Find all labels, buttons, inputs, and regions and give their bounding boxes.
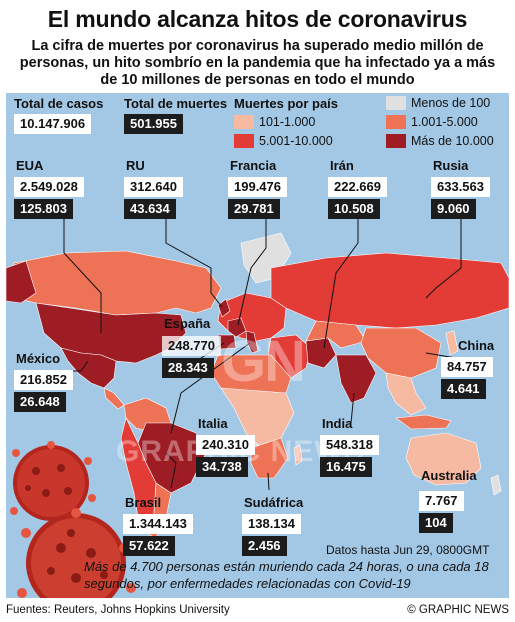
brazil-name: Brasil xyxy=(125,495,162,510)
page-subtitle: La cifra de muertes por coronavirus ha s… xyxy=(19,38,496,88)
page-title: El mundo alcanza hitos de coronavirus xyxy=(47,6,468,32)
usa-name: EUA xyxy=(16,158,44,173)
india-cases: 548.318 xyxy=(320,435,379,455)
australia-name: Australia xyxy=(421,468,477,483)
legend-swatch-gt10000 xyxy=(386,134,406,148)
usa-deaths: 125.803 xyxy=(14,199,73,219)
australia-shape xyxy=(405,432,482,486)
footer: Fuentes: Reuters, Johns Hopkins Universi… xyxy=(0,601,515,622)
total-cases-value: 10.147.906 xyxy=(14,114,92,134)
uk-name: RU xyxy=(126,158,145,173)
brazil-deaths: 57.622 xyxy=(123,536,175,556)
legend-label-101-1000: 101-1.000 xyxy=(259,115,316,129)
italy-cases: 240.310 xyxy=(196,435,255,455)
iran-cases: 222.669 xyxy=(328,177,387,197)
india-deaths: 16.475 xyxy=(320,457,372,477)
india-name: India xyxy=(322,416,353,431)
mexico-name: México xyxy=(16,351,61,366)
russia-name: Rusia xyxy=(433,158,469,173)
australia-deaths: 104 xyxy=(419,513,453,533)
legend-label-1001-5000: 1.001-5.000 xyxy=(411,115,478,129)
france-deaths: 29.781 xyxy=(228,199,280,219)
total-deaths-label: Total de muertes xyxy=(124,96,228,111)
iran-name: Irán xyxy=(330,158,354,173)
russia-deaths: 9.060 xyxy=(431,199,476,219)
total-deaths-value: 501.955 xyxy=(124,114,183,134)
usa-cases: 2.549.028 xyxy=(14,177,84,197)
map-panel: GN GRAPHIC NEWS Total de casos 10.147.90… xyxy=(6,93,509,598)
legend-title: Muertes por país xyxy=(234,96,339,111)
canada-shape xyxy=(13,250,222,316)
china-name: China xyxy=(458,338,495,353)
france-shape xyxy=(227,317,247,338)
spain-cases: 248.770 xyxy=(162,336,221,356)
central-america-shape xyxy=(103,387,125,410)
leader-lines xyxy=(63,215,462,491)
south-africa-name: Sudáfrica xyxy=(244,495,304,510)
legend-swatch-1001-5000 xyxy=(386,115,406,129)
south-africa-shape xyxy=(250,437,289,479)
alaska-shape xyxy=(6,260,37,304)
indonesia-shape xyxy=(395,414,452,430)
total-cases-label: Total de casos xyxy=(14,96,104,111)
france-cases: 199.476 xyxy=(228,177,287,197)
uk-shape xyxy=(217,298,231,318)
legend-label-5001-10000: 5.001-10.000 xyxy=(259,134,333,148)
legend-swatch-lt100 xyxy=(386,96,406,110)
legend-swatch-5001-10000 xyxy=(234,134,254,148)
legend-label-gt10000: Más de 10.000 xyxy=(411,134,494,148)
credit: © GRAPHIC NEWS xyxy=(407,604,509,616)
mexico-deaths: 26.648 xyxy=(14,392,66,412)
new-zealand-shape xyxy=(490,474,502,496)
iran-deaths: 10.508 xyxy=(328,199,380,219)
spain-deaths: 28.343 xyxy=(162,358,214,378)
south-africa-cases: 138.134 xyxy=(242,514,301,534)
russia-cases: 633.563 xyxy=(431,177,490,197)
india-shape xyxy=(335,354,377,404)
china-deaths: 4.641 xyxy=(441,379,486,399)
japan-shape xyxy=(445,330,459,356)
iran-shape xyxy=(305,337,337,369)
australia-cases: 7.767 xyxy=(419,491,464,511)
sources: Fuentes: Reuters, Johns Hopkins Universi… xyxy=(6,604,230,616)
italy-name: Italia xyxy=(198,416,228,431)
mexico-shape xyxy=(60,347,117,389)
spain-name: España xyxy=(164,316,211,331)
mexico-cases: 216.852 xyxy=(14,370,73,390)
brazil-cases: 1.344.143 xyxy=(123,514,193,534)
watermark-logo: GN xyxy=(221,329,306,394)
southeast-asia-shape xyxy=(385,372,427,416)
france-name: Francia xyxy=(230,158,277,173)
date-note: Datos hasta Jun 29, 0800GMT xyxy=(326,543,490,557)
madagascar-shape xyxy=(293,444,303,466)
legend-swatch-101-1000 xyxy=(234,115,254,129)
russia-shape xyxy=(270,252,509,329)
bottom-note: Más de 4.700 personas están muriendo cad… xyxy=(84,559,489,591)
south-africa-deaths: 2.456 xyxy=(242,536,287,556)
italy-shape xyxy=(245,330,259,354)
china-cases: 84.757 xyxy=(441,357,493,377)
legend-label-lt100: Menos de 100 xyxy=(411,96,491,110)
central-asia-shape xyxy=(305,320,367,349)
italy-deaths: 34.738 xyxy=(196,457,248,477)
uk-deaths: 43.634 xyxy=(124,199,176,219)
uk-cases: 312.640 xyxy=(124,177,183,197)
